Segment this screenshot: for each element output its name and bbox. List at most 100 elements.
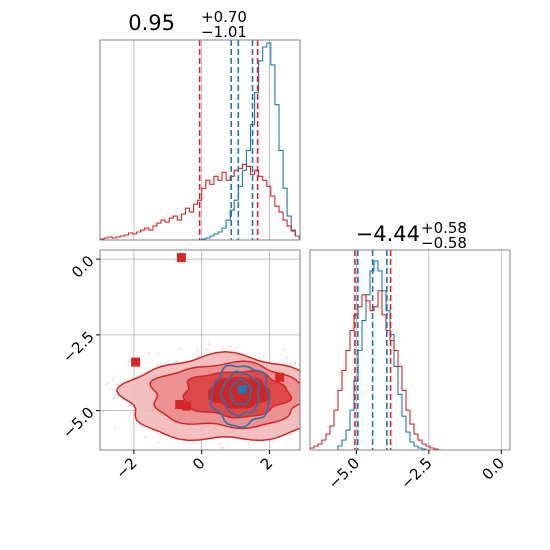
scatter-sample-dot (302, 430, 304, 432)
top-histogram-title: 0.95 (128, 11, 175, 35)
right-histogram-x-ticks: −5.0 −2.5 0.0 (325, 450, 508, 493)
top-histogram-frame (99, 39, 301, 241)
right-histogram-series (310, 260, 510, 450)
scatter-sample-dot (96, 386, 98, 388)
scatter-sample-dot (316, 433, 318, 435)
scatter-sample-dot (115, 383, 118, 385)
scatter-sample-dot (226, 442, 229, 445)
scatter-y-tick-label: −2.5 (59, 328, 97, 366)
scatter-x-ticks: −2 0 2 (112, 450, 276, 482)
top-histogram-quantile-lines (198, 40, 259, 240)
right-histogram-grid (355, 250, 502, 450)
right-histogram-series-red (310, 290, 510, 450)
scatter-contour-blue (229, 378, 253, 406)
scatter-sample-dot (224, 451, 226, 453)
scatter-sample-dot (196, 349, 199, 352)
scatter-sample-dot (330, 372, 332, 374)
scatter-sample-dot (324, 380, 326, 382)
scatter-marker-red (275, 372, 285, 382)
scatter-sample-dot (328, 373, 330, 375)
scatter-contour-blue (209, 364, 271, 428)
scatter-contours (115, 351, 300, 442)
scatter-sample-dot (236, 347, 238, 349)
scatter-sample-dot (297, 363, 300, 366)
scatter-sample-dot (330, 368, 332, 370)
scatter-sample-dot (319, 408, 321, 410)
scatter-sample-dot (282, 349, 285, 351)
scatter-y-tick-label: 0.0 (68, 252, 98, 282)
top-title-sup: +0.70 (201, 8, 247, 26)
scatter-x-tick-label: 0 (189, 454, 208, 473)
right-title-sub: −0.58 (421, 234, 467, 252)
scatter-sample-dot (107, 381, 110, 384)
right-x-tick-label: −5.0 (325, 454, 363, 492)
scatter-sample-dot (233, 349, 235, 352)
scatter-sample-dot (128, 361, 131, 363)
scatter-sample-dot (316, 405, 318, 407)
scatter-sample-dot (157, 441, 159, 444)
top-histogram-panel: 0.95 +0.70 −1.01 (99, 8, 301, 241)
scatter-sample-dot (339, 418, 341, 420)
right-histogram-quantile-lines (354, 250, 392, 450)
scatter-marker-blue (237, 384, 247, 394)
scatter-sample-dot (105, 383, 108, 386)
scatter-y-tick-label: −5.0 (59, 404, 97, 442)
scatter-marker-red (131, 357, 141, 367)
scatter-sample-dot (272, 440, 274, 443)
scatter-x-tick-label: 2 (257, 454, 276, 473)
scatter-x-tick-label: −2 (112, 454, 140, 482)
right-histogram-series-blue (310, 260, 510, 450)
scatter-sample-dot (263, 356, 265, 358)
scatter-sample-dot (219, 442, 222, 444)
scatter-sample-dot (333, 395, 335, 397)
top-histogram-grid (133, 40, 270, 240)
scatter-sample-dot (192, 442, 195, 445)
scatter-sample-dot (130, 412, 133, 414)
scatter-sample-dot (294, 363, 297, 365)
right-title-main: −4.44 (356, 222, 420, 246)
scatter-sample-dot (111, 378, 114, 381)
scatter-sample-dot (199, 441, 202, 443)
scatter-sample-dot (107, 409, 109, 412)
right-histogram-title: −4.44 (356, 222, 420, 246)
scatter-sample-dot (102, 410, 105, 413)
top-histogram-series (100, 42, 300, 240)
scatter-sample-dot (156, 351, 158, 354)
right-histogram-panel: −5.0 −2.5 0.0 −4.44 +0.58 −0.58 (309, 219, 511, 493)
scatter-sample-dot (148, 352, 151, 355)
scatter-sample-dot (177, 441, 180, 444)
scatter-markers (131, 253, 285, 411)
scatter-sample-dot (179, 347, 182, 350)
right-x-tick-label: 0.0 (479, 454, 509, 484)
top-histogram-series-red (100, 163, 300, 240)
scatter-sample-dot (327, 373, 329, 375)
scatter-sample-dot (285, 357, 288, 360)
scatter-sample-dot (301, 440, 303, 442)
scatter-sample-dot (113, 396, 116, 399)
scatter-sample-dot (310, 408, 312, 410)
scatter-y-ticks: 0.0 −2.5 −5.0 (59, 252, 100, 442)
scatter-sample-dot (229, 345, 232, 348)
top-title-main: 0.95 (128, 11, 175, 35)
scatter-sample-dot (319, 390, 321, 392)
scatter-frame (99, 249, 301, 451)
scatter-contour-blue (219, 370, 260, 417)
top-title-sub: −1.01 (201, 23, 247, 41)
scatter-sample-dot (206, 349, 209, 351)
scatter-marker-red (175, 400, 185, 409)
scatter-marker-red (176, 253, 186, 263)
right-x-tick-label: −2.5 (397, 454, 435, 492)
scatter-sample-dot (328, 421, 330, 423)
right-title-sup: +0.58 (421, 219, 467, 237)
top-histogram-series-blue (100, 42, 300, 240)
scatter-sample-dot (143, 435, 146, 438)
scatter-sample-dot (221, 446, 224, 449)
scatter-sample-dot (302, 362, 304, 364)
scatter-sample-dot (129, 404, 131, 407)
scatter-sample-dot (207, 343, 210, 346)
scatter-sample-dot (113, 426, 116, 429)
scatter-marker-red (181, 401, 191, 411)
scatter-panel: −2 0 2 0.0 −2.5 −5.0 (59, 249, 341, 482)
right-histogram-frame (309, 249, 511, 451)
